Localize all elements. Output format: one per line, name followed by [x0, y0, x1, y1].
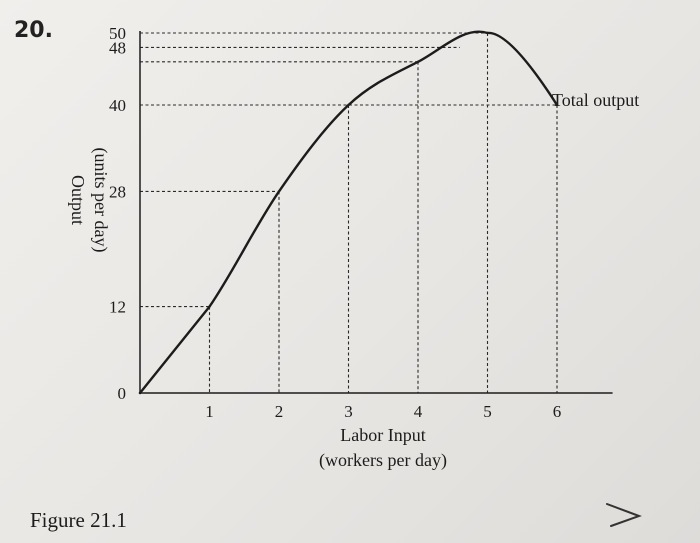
- x-axis-units: (workers per day): [319, 450, 447, 471]
- x-tick-label: 6: [553, 402, 562, 421]
- y-tick-label: 40: [109, 96, 126, 115]
- figure-label: Figure 21.1: [30, 508, 127, 532]
- data-point: [416, 60, 420, 63]
- y-tick-label: 0: [118, 384, 127, 403]
- data-point: [347, 103, 350, 107]
- x-tick-label: 3: [344, 402, 353, 421]
- data-point: [277, 190, 281, 193]
- data-point: [208, 305, 211, 308]
- data-points: [138, 31, 559, 395]
- series-label: Total output: [552, 90, 639, 110]
- data-point: [138, 391, 142, 395]
- x-tick-label: 2: [275, 402, 284, 421]
- y-tick-label: 12: [109, 298, 126, 317]
- x-tick-label: 1: [205, 402, 214, 421]
- pen-mark: [606, 503, 642, 527]
- y-tick-label: 28: [109, 182, 126, 201]
- x-axis-title: Labor Input: [340, 425, 425, 445]
- y-tick-label: 48: [109, 38, 126, 57]
- y-axis-title: Output: [68, 175, 88, 225]
- y-tick-label: 50: [109, 24, 126, 43]
- dashed-guide-lines: [140, 32, 558, 393]
- total-output-curve: [138, 30, 559, 395]
- problem-number: 20.: [14, 18, 53, 43]
- y-axis-units: (units per day): [90, 148, 111, 253]
- x-tick-label: 4: [414, 402, 423, 421]
- data-point: [486, 31, 489, 35]
- x-tick-label: 5: [483, 402, 492, 421]
- x-tick-labels: 1 2 3 4 5 6: [205, 402, 561, 421]
- data-point: [555, 103, 559, 107]
